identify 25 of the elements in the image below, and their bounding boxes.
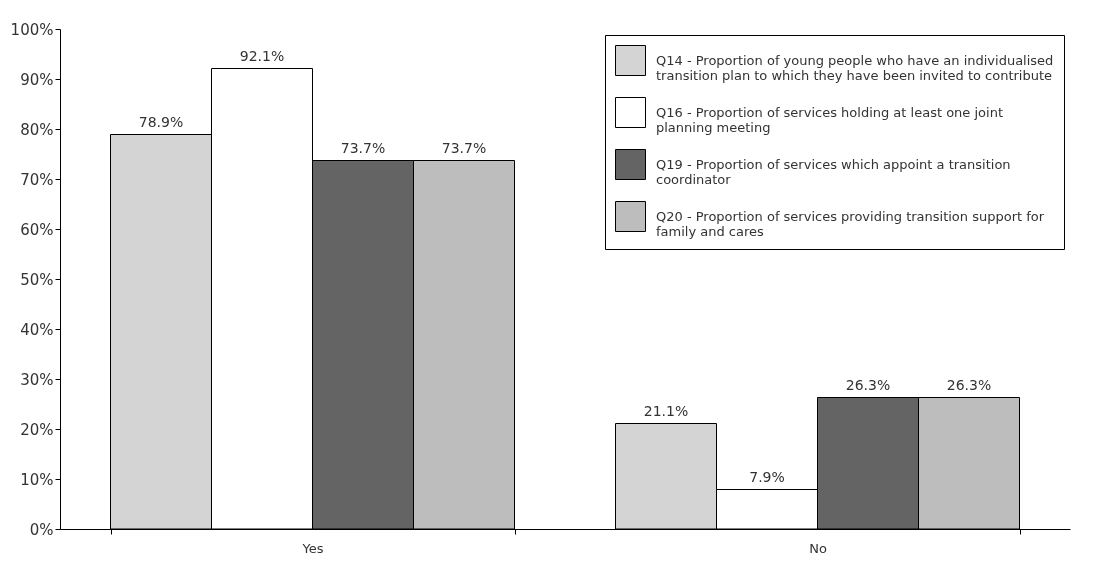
x-tick-label: No [809,540,827,556]
data-label: 21.1% [643,402,689,419]
legend-label: Q16 - Proportion of services holding at least one joint planning meeting [656,104,1003,135]
y-tick-label: 80% [20,120,54,139]
y-tick-label: 100% [10,20,54,39]
legend-label: Q19 - Proportion of services which appoint a transition coordinator [656,156,1011,187]
y-tick-label: 0% [29,520,54,539]
y-tick-label: 90% [20,70,54,89]
y-tick-label: 40% [20,320,54,339]
data-label: 92.1% [239,47,285,64]
legend-label: Q14 - Proportion of young people who have an individualised transition plan to which they have been invited to contribute [656,52,1054,83]
data-label: 73.7% [340,139,386,156]
data-label: 7.9% [749,468,785,485]
data-label: 73.7% [441,139,487,156]
legend-label: Q20 - Proportion of services providing transition support for family and cares [656,208,1045,239]
y-tick-label: 60% [20,220,54,239]
y-tick-label: 10% [20,470,54,489]
y-tick-label: 70% [20,170,54,189]
y-tick-label: 50% [20,270,54,289]
data-label: 78.9% [138,113,184,130]
y-tick-label: 20% [20,420,54,439]
y-tick-label: 30% [20,370,54,389]
data-label: 26.3% [946,376,992,393]
data-label: 26.3% [845,376,891,393]
x-tick-label: Yes [301,540,324,556]
